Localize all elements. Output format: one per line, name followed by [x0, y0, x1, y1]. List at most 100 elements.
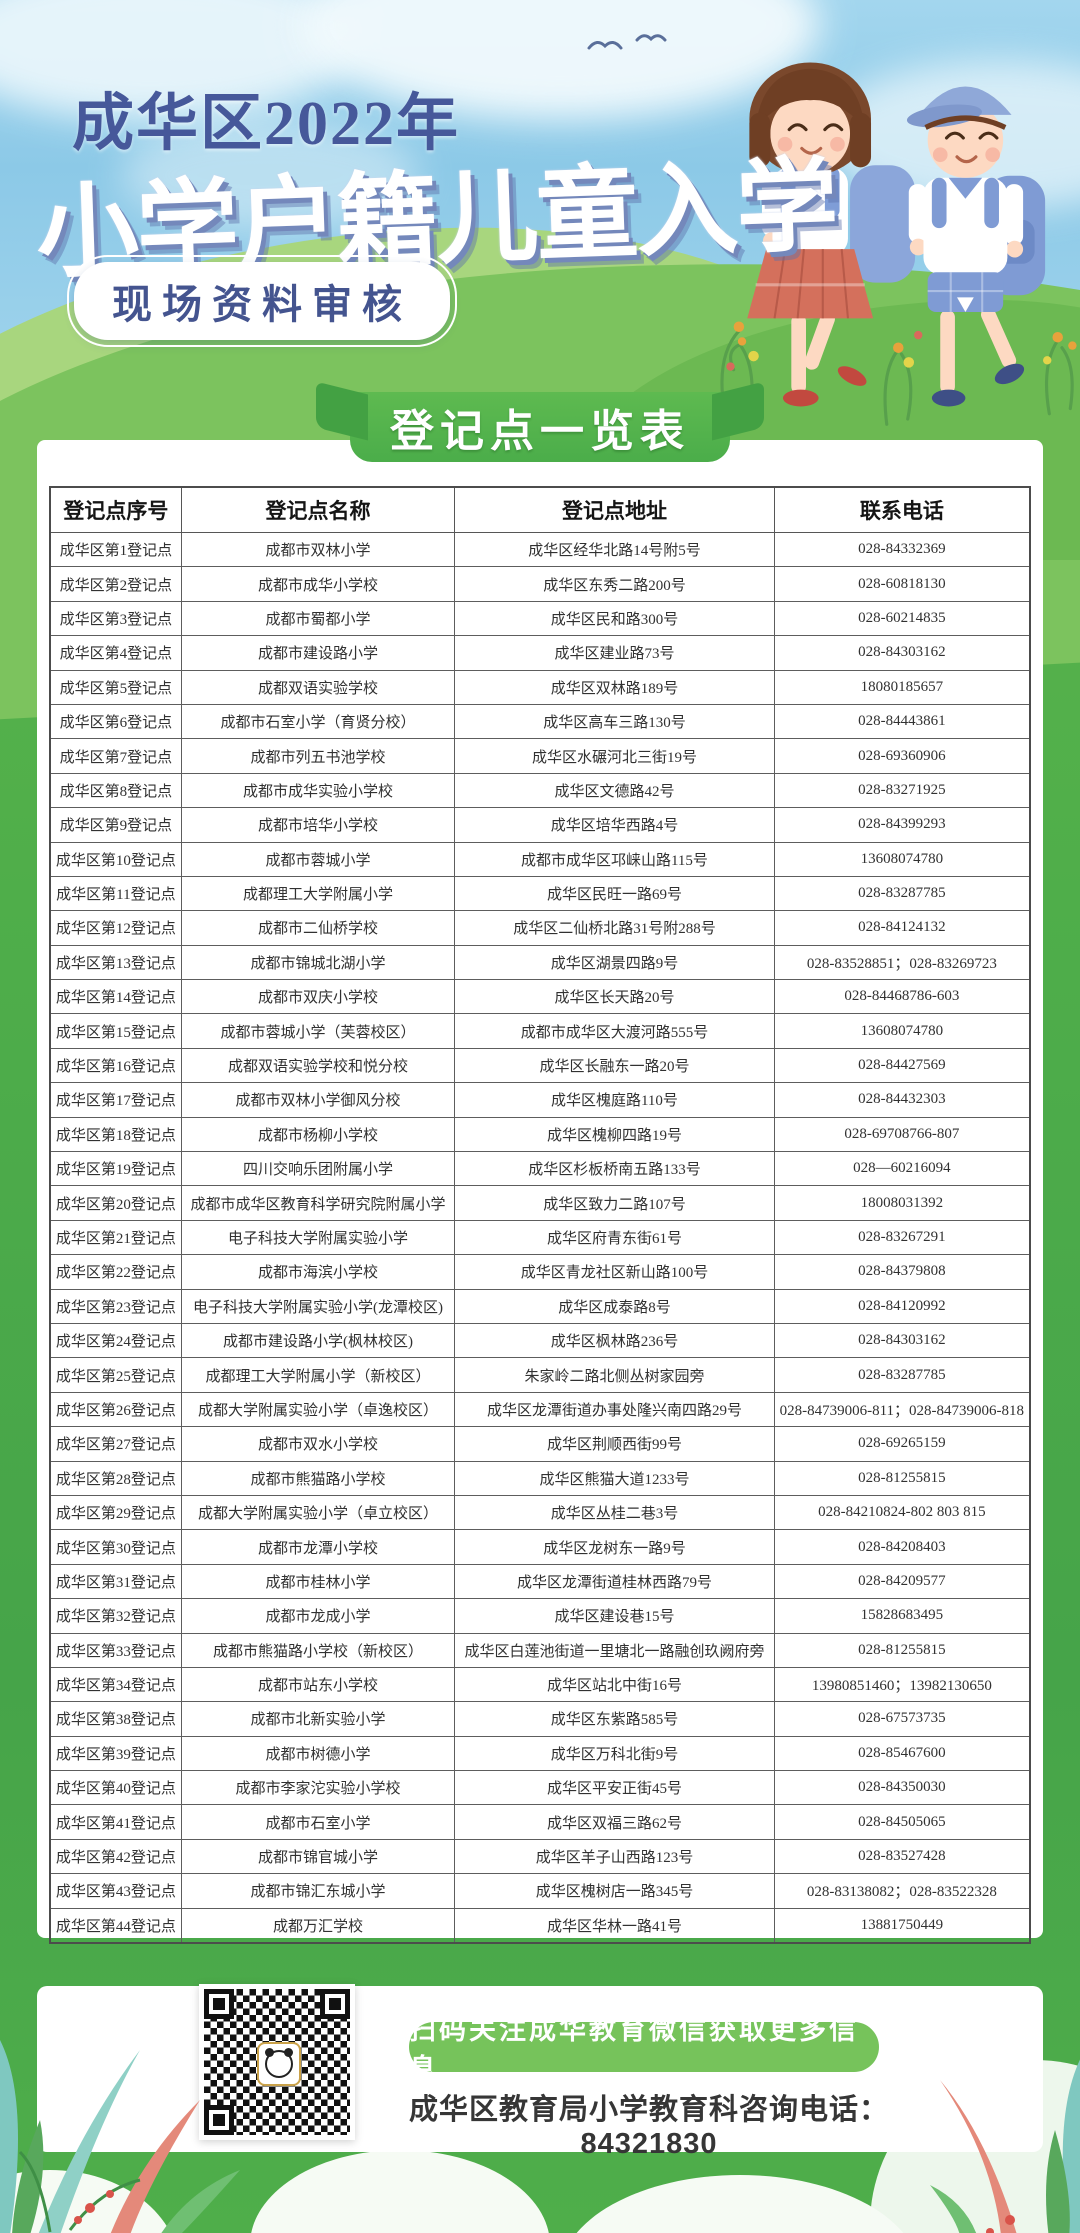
seq-cell: 成华区第9登记点: [49, 807, 182, 843]
name-cell: 成都市李家沱实验小学校: [180, 1770, 456, 1806]
phone-cell: 18008031392: [773, 1185, 1031, 1221]
table-row: 成华区第23登记点 电子科技大学附属实验小学(龙潭校区) 成华区成泰路8号 028-8…: [49, 1288, 1031, 1324]
phone-cell: 028-83271925: [773, 772, 1031, 809]
column-header: 登记点序号: [49, 486, 182, 533]
name-cell: 成都理工大学附属小学: [180, 875, 456, 912]
footer-phone-line: 成华区教育局小学教育科咨询电话：84321830: [408, 2094, 889, 2160]
name-cell: 成都市建设路小学: [180, 635, 456, 671]
address-cell: 成华区龙树东一路9号: [454, 1529, 775, 1565]
phone-cell: 028-60214835: [773, 600, 1031, 637]
phone-cell: 028-81255815: [773, 1632, 1031, 1668]
name-cell: 四川交响乐团附属小学: [180, 1151, 456, 1187]
name-cell: 成都市熊猫路小学校（新校区）: [180, 1632, 456, 1668]
seq-cell: 成华区第3登记点: [49, 600, 182, 637]
address-cell: 成华区文德路42号: [454, 772, 775, 809]
address-cell: 成华区致力二路107号: [454, 1185, 775, 1221]
address-cell: 成华区府青东街61号: [454, 1219, 775, 1256]
phone-cell: 18080185657: [773, 669, 1031, 705]
column-header: 登记点地址: [454, 486, 775, 533]
table-row: 成华区第3登记点 成都市蜀都小学 成华区民和路300号 028-60214835: [49, 600, 1031, 637]
name-cell: 成都万汇学校: [180, 1907, 456, 1944]
address-cell: 成华区华林一路41号: [454, 1907, 775, 1944]
address-cell: 成华区高车三路130号: [454, 703, 775, 740]
table-row: 成华区第8登记点 成都市成华实验小学校 成华区文德路42号 028-83271925: [49, 772, 1031, 809]
address-cell: 成华区羊子山西路123号: [454, 1838, 775, 1875]
name-cell: 成都市双林小学御风分校: [180, 1082, 456, 1118]
address-cell: 成都市成华区大渡河路555号: [454, 1013, 775, 1049]
name-cell: 成都市龙成小学: [180, 1598, 456, 1634]
seq-cell: 成华区第25登记点: [49, 1357, 182, 1393]
phone-cell: 028-69360906: [773, 738, 1031, 774]
name-cell: 成都市列五书池学校: [180, 738, 456, 774]
name-cell: 成都市桂林小学: [180, 1563, 456, 1600]
table-row: 成华区第18登记点 成都市杨柳小学校 成华区槐柳四路19号 028-69708766-…: [49, 1116, 1031, 1153]
phone-cell: 028-84468786-603: [773, 979, 1031, 1015]
address-cell: 成华区龙潭街道办事处隆兴南四路29号: [454, 1391, 775, 1428]
seq-cell: 成华区第33登记点: [49, 1632, 182, 1668]
seq-cell: 成华区第2登记点: [49, 566, 182, 602]
name-cell: 成都市锦官城小学: [180, 1838, 456, 1875]
name-cell: 成都市成华区教育科学研究院附属小学: [180, 1185, 456, 1221]
seq-cell: 成华区第44登记点: [49, 1907, 182, 1944]
phone-cell: 028-69708766-807: [773, 1116, 1031, 1153]
seq-cell: 成华区第17登记点: [49, 1082, 182, 1118]
table-row: 成华区第44登记点 成都万汇学校 成华区华林一路41号 13881750449: [49, 1907, 1031, 1944]
seq-cell: 成华区第6登记点: [49, 703, 182, 740]
seq-cell: 成华区第19登记点: [49, 1151, 182, 1187]
banner-ribbon: 登记点一览表: [350, 392, 730, 462]
phone-cell: 028-84303162: [773, 635, 1031, 671]
address-cell: 成华区经华北路14号附5号: [454, 531, 775, 568]
address-cell: 成华区平安正街45号: [454, 1770, 775, 1806]
name-cell: 成都市建设路小学(枫林校区): [180, 1322, 456, 1359]
year-title: 成华区2022年: [72, 90, 461, 158]
name-cell: 成都市二仙桥学校: [180, 910, 456, 946]
footer-caption-pill: 扫码关注成华教育微信获取更多信息: [409, 2015, 879, 2084]
table-row: 成华区第19登记点 四川交响乐团附属小学 成华区杉板桥南五路133号 028—6021…: [49, 1151, 1031, 1187]
qr-pattern: [204, 1989, 350, 2135]
name-cell: 成都市站东小学校: [180, 1666, 456, 1703]
leaf-decoration-left: [0, 2040, 240, 2233]
table-row: 成华区第12登记点 成都市二仙桥学校 成华区二仙桥北路31号附288号 028-841…: [49, 910, 1031, 946]
phone-cell: 13608074780: [773, 841, 1031, 877]
seq-cell: 成华区第14登记点: [49, 979, 182, 1015]
address-cell: 成华区水碾河北三街19号: [454, 738, 775, 774]
banner-title: 登记点一览表: [390, 407, 690, 456]
table-row: 成华区第41登记点 成都市石室小学 成华区双福三路62号 028-84505065: [49, 1804, 1031, 1840]
name-cell: 成都市石室小学（育贤分校）: [180, 703, 456, 740]
name-cell: 成都大学附属实验小学（卓立校区）: [180, 1494, 456, 1531]
table-row: 成华区第5登记点 成都双语实验学校 成华区双林路189号 18080185657: [49, 669, 1031, 705]
registration-table: 登记点序号 登记点名称 登记点地址 联系电话 成华区第1登记点 成都市双林小学 成华区经华…: [49, 486, 1031, 1945]
name-cell: 成都市成华小学校: [180, 566, 456, 602]
table-row: 成华区第10登记点 成都市蓉城小学 成都市成华区邛崃山路115号 1360807478…: [49, 841, 1031, 877]
table-card: 登记点序号 登记点名称 登记点地址 联系电话 成华区第1登记点 成都市双林小学 成华区经华…: [37, 440, 1043, 1945]
phone-cell: 028-84443861: [773, 703, 1031, 740]
children-illustration: [720, 62, 1077, 426]
qr-code: [199, 1984, 355, 2140]
phone-cell: 028-84505065: [773, 1804, 1031, 1840]
table-row: 成华区第16登记点 成都双语实验学校和悦分校 成华区长融东一路20号 028-8442…: [49, 1047, 1031, 1084]
cloud-shape: [120, 120, 420, 230]
phone-cell: 028-84379808: [773, 1254, 1031, 1290]
phone-cell: 028-84303162: [773, 1322, 1031, 1359]
phone-cell: 028-84210824-802 803 815: [773, 1494, 1031, 1531]
seq-cell: 成华区第38登记点: [49, 1701, 182, 1737]
table-row: 成华区第2登记点 成都市成华小学校 成华区东秀二路200号 028-60818130: [49, 566, 1031, 602]
address-cell: 成华区双林路189号: [454, 669, 775, 705]
name-cell: 成都双语实验学校和悦分校: [180, 1047, 456, 1084]
phone-cell: 028-83287785: [773, 1357, 1031, 1393]
name-cell: 成都市双水小学校: [180, 1426, 456, 1462]
address-cell: 成华区荆顺西街99号: [454, 1426, 775, 1462]
birds-icon: [587, 34, 667, 50]
table-row: 成华区第14登记点 成都市双庆小学校 成华区长天路20号 028-84468786-6…: [49, 979, 1031, 1015]
address-cell: 成华区杉板桥南五路133号: [454, 1151, 775, 1187]
phone-cell: 028-83287785: [773, 875, 1031, 912]
name-cell: 成都市锦汇东城小学: [180, 1873, 456, 1909]
seq-cell: 成华区第7登记点: [49, 738, 182, 774]
name-cell: 成都市杨柳小学校: [180, 1116, 456, 1153]
name-cell: 电子科技大学附属实验小学: [180, 1219, 456, 1256]
cloud-bump: [250, 2150, 550, 2233]
table-row: 成华区第25登记点 成都理工大学附属小学（新校区） 朱家岭二路北侧丛树家园旁 028-…: [49, 1357, 1031, 1393]
phone-cell: 028-67573735: [773, 1701, 1031, 1737]
address-cell: 成华区白莲池街道一里塘北一路融创玖阙府旁: [454, 1632, 775, 1668]
address-cell: 成华区建业路73号: [454, 635, 775, 671]
